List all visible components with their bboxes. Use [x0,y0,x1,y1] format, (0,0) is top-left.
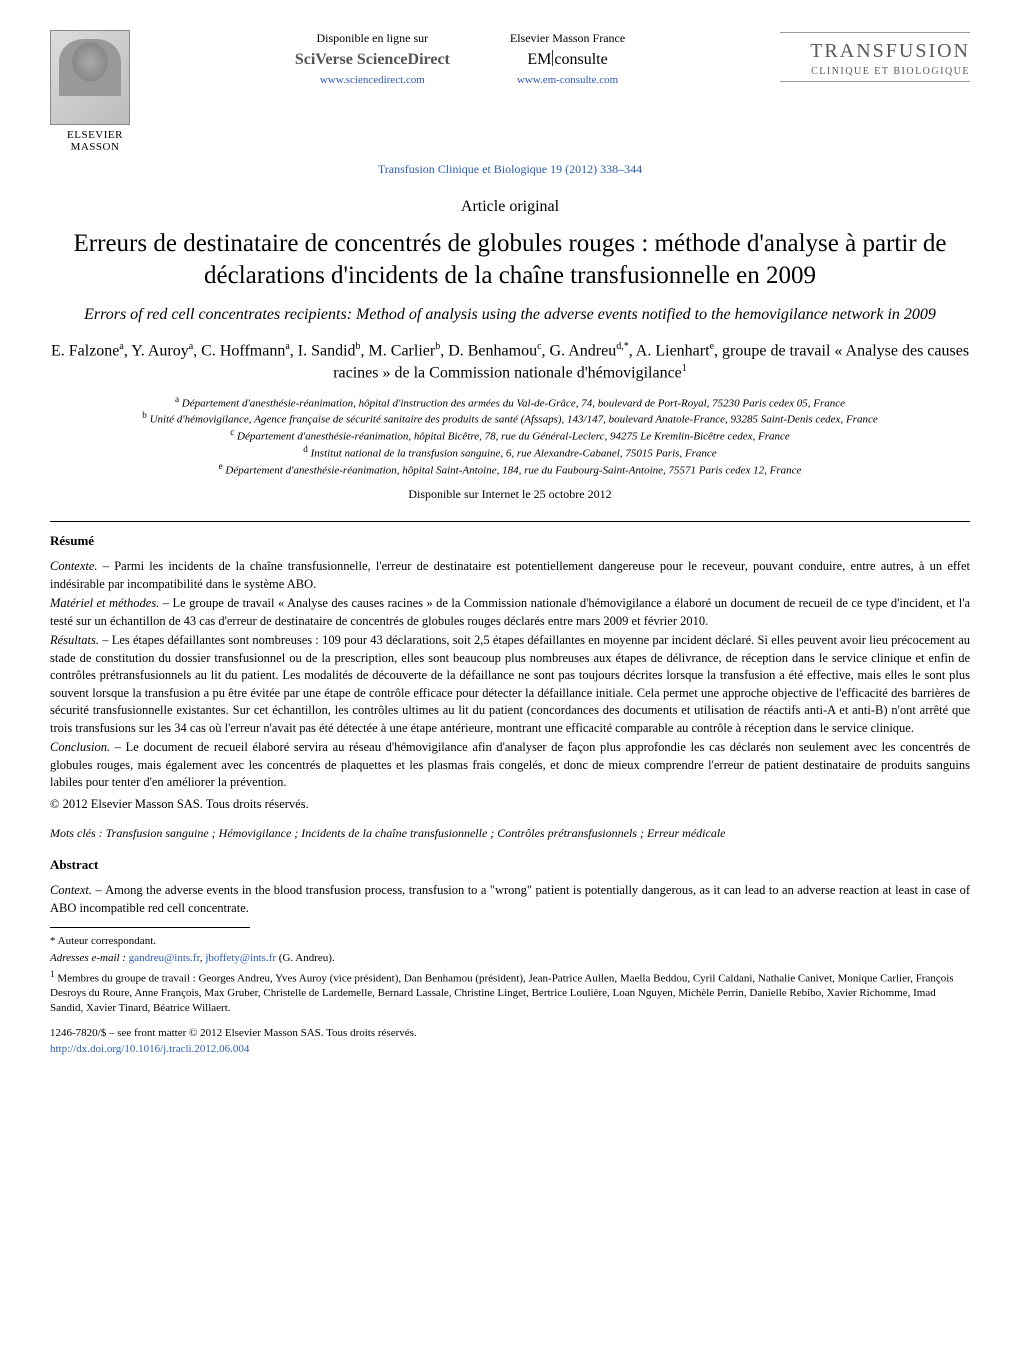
article-title-fr: Erreurs de destinataire de concentrés de… [50,228,970,291]
journal-citation: Transfusion Clinique et Biologique 19 (2… [50,161,970,178]
keywords-fr: Mots clés : Transfusion sanguine ; Hémov… [50,825,970,842]
affiliations: a Département d'anesthésie-réanimation, … [50,394,970,479]
resume-conclusion: Conclusion. – Le document de recueil éla… [50,739,970,792]
issn-line: 1246-7820/$ – see front matter © 2012 El… [50,1026,970,1041]
publisher-name: ELSEVIER MASSON [50,129,140,153]
working-group-footnote: 1 Membres du groupe de travail : Georges… [50,968,970,1016]
resultats-label: Résultats. – [50,633,112,647]
emconsulte-url[interactable]: www.em-consulte.com [510,73,625,88]
contexte-label: Contexte. – [50,559,114,573]
emconsulte-caption: Elsevier Masson France [510,30,625,47]
resume-contexte: Contexte. – Parmi les incidents de la ch… [50,558,970,593]
resume-resultats: Résultats. – Les étapes défaillantes son… [50,632,970,737]
emconsulte-em: EM [527,51,551,68]
email-link-1[interactable]: gandreu@ints.fr [129,952,200,964]
resume-copyright: © 2012 Elsevier Masson SAS. Tous droits … [50,796,970,814]
email-who: (G. Andreu). [276,952,335,964]
abstract-context-text: Among the adverse events in the blood tr… [50,883,970,915]
sciencedirect-brand: SciVerse ScienceDirect [295,49,450,71]
journal-title-block: TRANSFUSION CLINIQUE ET BIOLOGIQUE [780,30,970,86]
journal-title-line1: TRANSFUSION [780,37,970,65]
emconsulte-rest: consulte [554,51,607,68]
article-title-en: Errors of red cell concentrates recipien… [50,305,970,326]
bottom-matter: 1246-7820/$ – see front matter © 2012 El… [50,1026,970,1057]
emconsulte-link-block: Elsevier Masson France EMconsulte www.em… [510,30,625,89]
email-link-2[interactable]: jboffety@ints.fr [205,952,276,964]
divider-icon [50,521,970,522]
divider-icon [50,927,250,928]
divider-icon [780,32,970,33]
sciencedirect-caption: Disponible en ligne sur [295,30,450,47]
abstract-heading: Abstract [50,856,970,874]
working-group-text: Membres du groupe de travail : Georges A… [50,973,954,1015]
corresponding-author: * Auteur correspondant. [50,934,970,949]
article-type: Article original [50,196,970,218]
author-list: E. Falzonea, Y. Auroya, C. Hoffmanna, I.… [50,340,970,384]
header: ELSEVIER MASSON Disponible en ligne sur … [50,30,970,153]
journal-title-line2: CLINIQUE ET BIOLOGIQUE [780,65,970,79]
email-label: Adresses e-mail : [50,952,129,964]
header-links: Disponible en ligne sur SciVerse Science… [160,30,760,89]
sciencedirect-url[interactable]: www.sciencedirect.com [295,73,450,88]
resume-heading: Résumé [50,532,970,550]
abstract-context: Context. – Among the adverse events in t… [50,882,970,917]
keywords-label: Mots clés : [50,826,106,840]
divider-icon [780,81,970,82]
materiel-label: Matériel et méthodes. – [50,596,173,610]
publisher-tree-icon [50,30,130,125]
resume-materiel: Matériel et méthodes. – Le groupe de tra… [50,595,970,630]
sciencedirect-link-block: Disponible en ligne sur SciVerse Science… [295,30,450,89]
footnotes: * Auteur correspondant. Adresses e-mail … [50,934,970,1016]
resultats-text: Les étapes défaillantes sont nombreuses … [50,633,970,735]
contexte-text: Parmi les incidents de la chaîne transfu… [50,559,970,591]
email-line: Adresses e-mail : gandreu@ints.fr, jboff… [50,951,970,966]
publisher-logo-block: ELSEVIER MASSON [50,30,140,153]
conclusion-label: Conclusion. – [50,740,126,754]
abstract-context-label: Context. – [50,883,105,897]
materiel-text: Le groupe de travail « Analyse des cause… [50,596,970,628]
online-date: Disponible sur Internet le 25 octobre 20… [50,486,970,503]
keywords-text: Transfusion sanguine ; Hémovigilance ; I… [106,826,726,840]
emconsulte-brand: EMconsulte [510,49,625,71]
doi-link[interactable]: http://dx.doi.org/10.1016/j.tracli.2012.… [50,1043,249,1055]
conclusion-text: Le document de recueil élaboré servira a… [50,740,970,789]
